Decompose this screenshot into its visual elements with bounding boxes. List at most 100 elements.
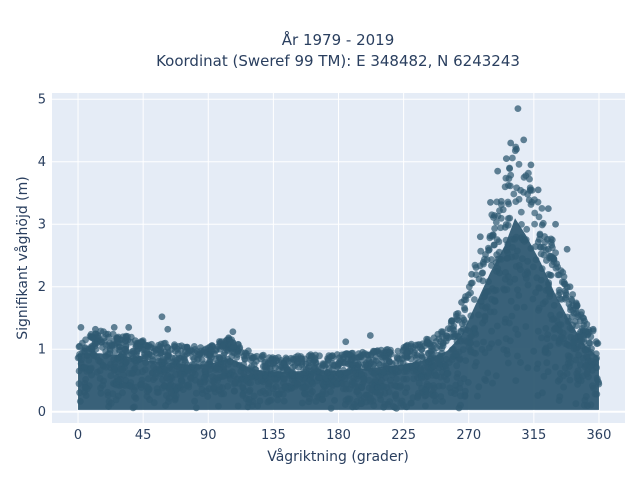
scatter-point [362,361,370,369]
scatter-point [544,205,552,213]
y-tick-label: 1 [38,342,46,357]
scatter-point [415,379,423,387]
scatter-point [376,361,384,369]
scatter-point [432,338,440,345]
scatter-point [142,342,150,349]
scatter-point [346,395,354,403]
scatter-point [225,360,232,368]
scatter-point [515,160,523,168]
scatter-point [325,352,333,359]
scatter-point [569,339,577,346]
scatter-point [348,356,356,363]
scatter-point [488,327,495,335]
scatter-point [546,288,553,295]
scatter-point [104,391,112,399]
scatter-point [446,325,454,333]
scatter-point [544,235,551,243]
scatter-point [418,345,425,353]
scatter-point [158,313,166,321]
scatter-point [426,339,434,347]
scatter-point [85,356,93,364]
x-tick-labels: 0 45 90 135 180 225 270 315 360 [74,428,611,443]
scatter-point [437,393,445,400]
scatter-point [534,186,542,194]
scatter-point [234,402,242,410]
scatter-point [402,389,409,396]
scatter-point [172,371,180,378]
scatter-point [116,354,124,361]
scatter-point [308,353,315,360]
scatter-point [99,343,106,351]
scatter-point [122,359,130,366]
scatter-point [511,236,519,243]
scatter-point [523,225,531,233]
scatter-point [189,369,196,377]
scatter-point [159,376,166,384]
scatter-point [442,362,449,370]
scatter-point [471,362,479,370]
scatter-point [448,356,456,363]
scatter-point [458,298,465,306]
scatter-point [378,377,385,385]
scatter-point [355,360,362,368]
scatter-point [471,261,479,269]
scatter-point [594,340,602,347]
scatter-point [250,392,258,400]
scatter-point [393,395,400,402]
scatter-point [143,347,151,355]
x-tick-label: 315 [521,428,546,443]
scatter-point [418,353,426,360]
scatter-point [393,375,400,383]
scatter-point [336,371,344,378]
scatter-point [581,317,588,325]
scatter-point [488,340,495,348]
scatter-point [256,397,264,405]
scatter-point [552,220,559,228]
y-tick-label: 4 [38,155,46,170]
scatter-point [515,292,523,299]
scatter-point [387,377,394,384]
scatter-point [435,382,443,390]
scatter-point [110,323,118,331]
scatter-point [119,366,126,374]
scatter-point [319,396,326,403]
scatter-point [524,364,532,372]
scatter-point [105,342,113,349]
scatter-point [510,190,518,198]
scatter-point [456,379,464,387]
scatter-point [522,323,530,330]
scatter-point [299,370,307,378]
scatter-point [484,369,492,377]
scatter-point [252,373,260,380]
scatter-point [438,328,445,335]
scatter-point [310,365,318,373]
scatter-point [298,399,306,407]
scatter-point [360,394,368,402]
scatter-point [461,304,468,312]
scatter-point [294,352,302,360]
scatter-point [433,344,440,352]
scatter-point [160,382,168,390]
scatter-point [305,359,313,367]
scatter-point [456,356,463,364]
scatter-point [555,286,563,294]
scatter-point [131,393,138,401]
scatter-point [407,340,415,348]
scatter-point [224,382,232,390]
scatter-point [111,366,119,373]
scatter-point [252,366,260,373]
scatter-point [419,372,427,380]
scatter-point [438,349,446,357]
scatter-point [565,355,573,363]
scatter-point [81,384,89,391]
scatter-point [283,355,291,363]
scatter-point [504,240,512,248]
scatter-point [112,396,120,404]
scatter-point [129,347,137,355]
scatter-point [518,255,526,263]
scatter-point [475,311,482,319]
scatter-point [259,387,267,395]
scatter-point [412,354,420,362]
scatter-point [78,356,85,363]
